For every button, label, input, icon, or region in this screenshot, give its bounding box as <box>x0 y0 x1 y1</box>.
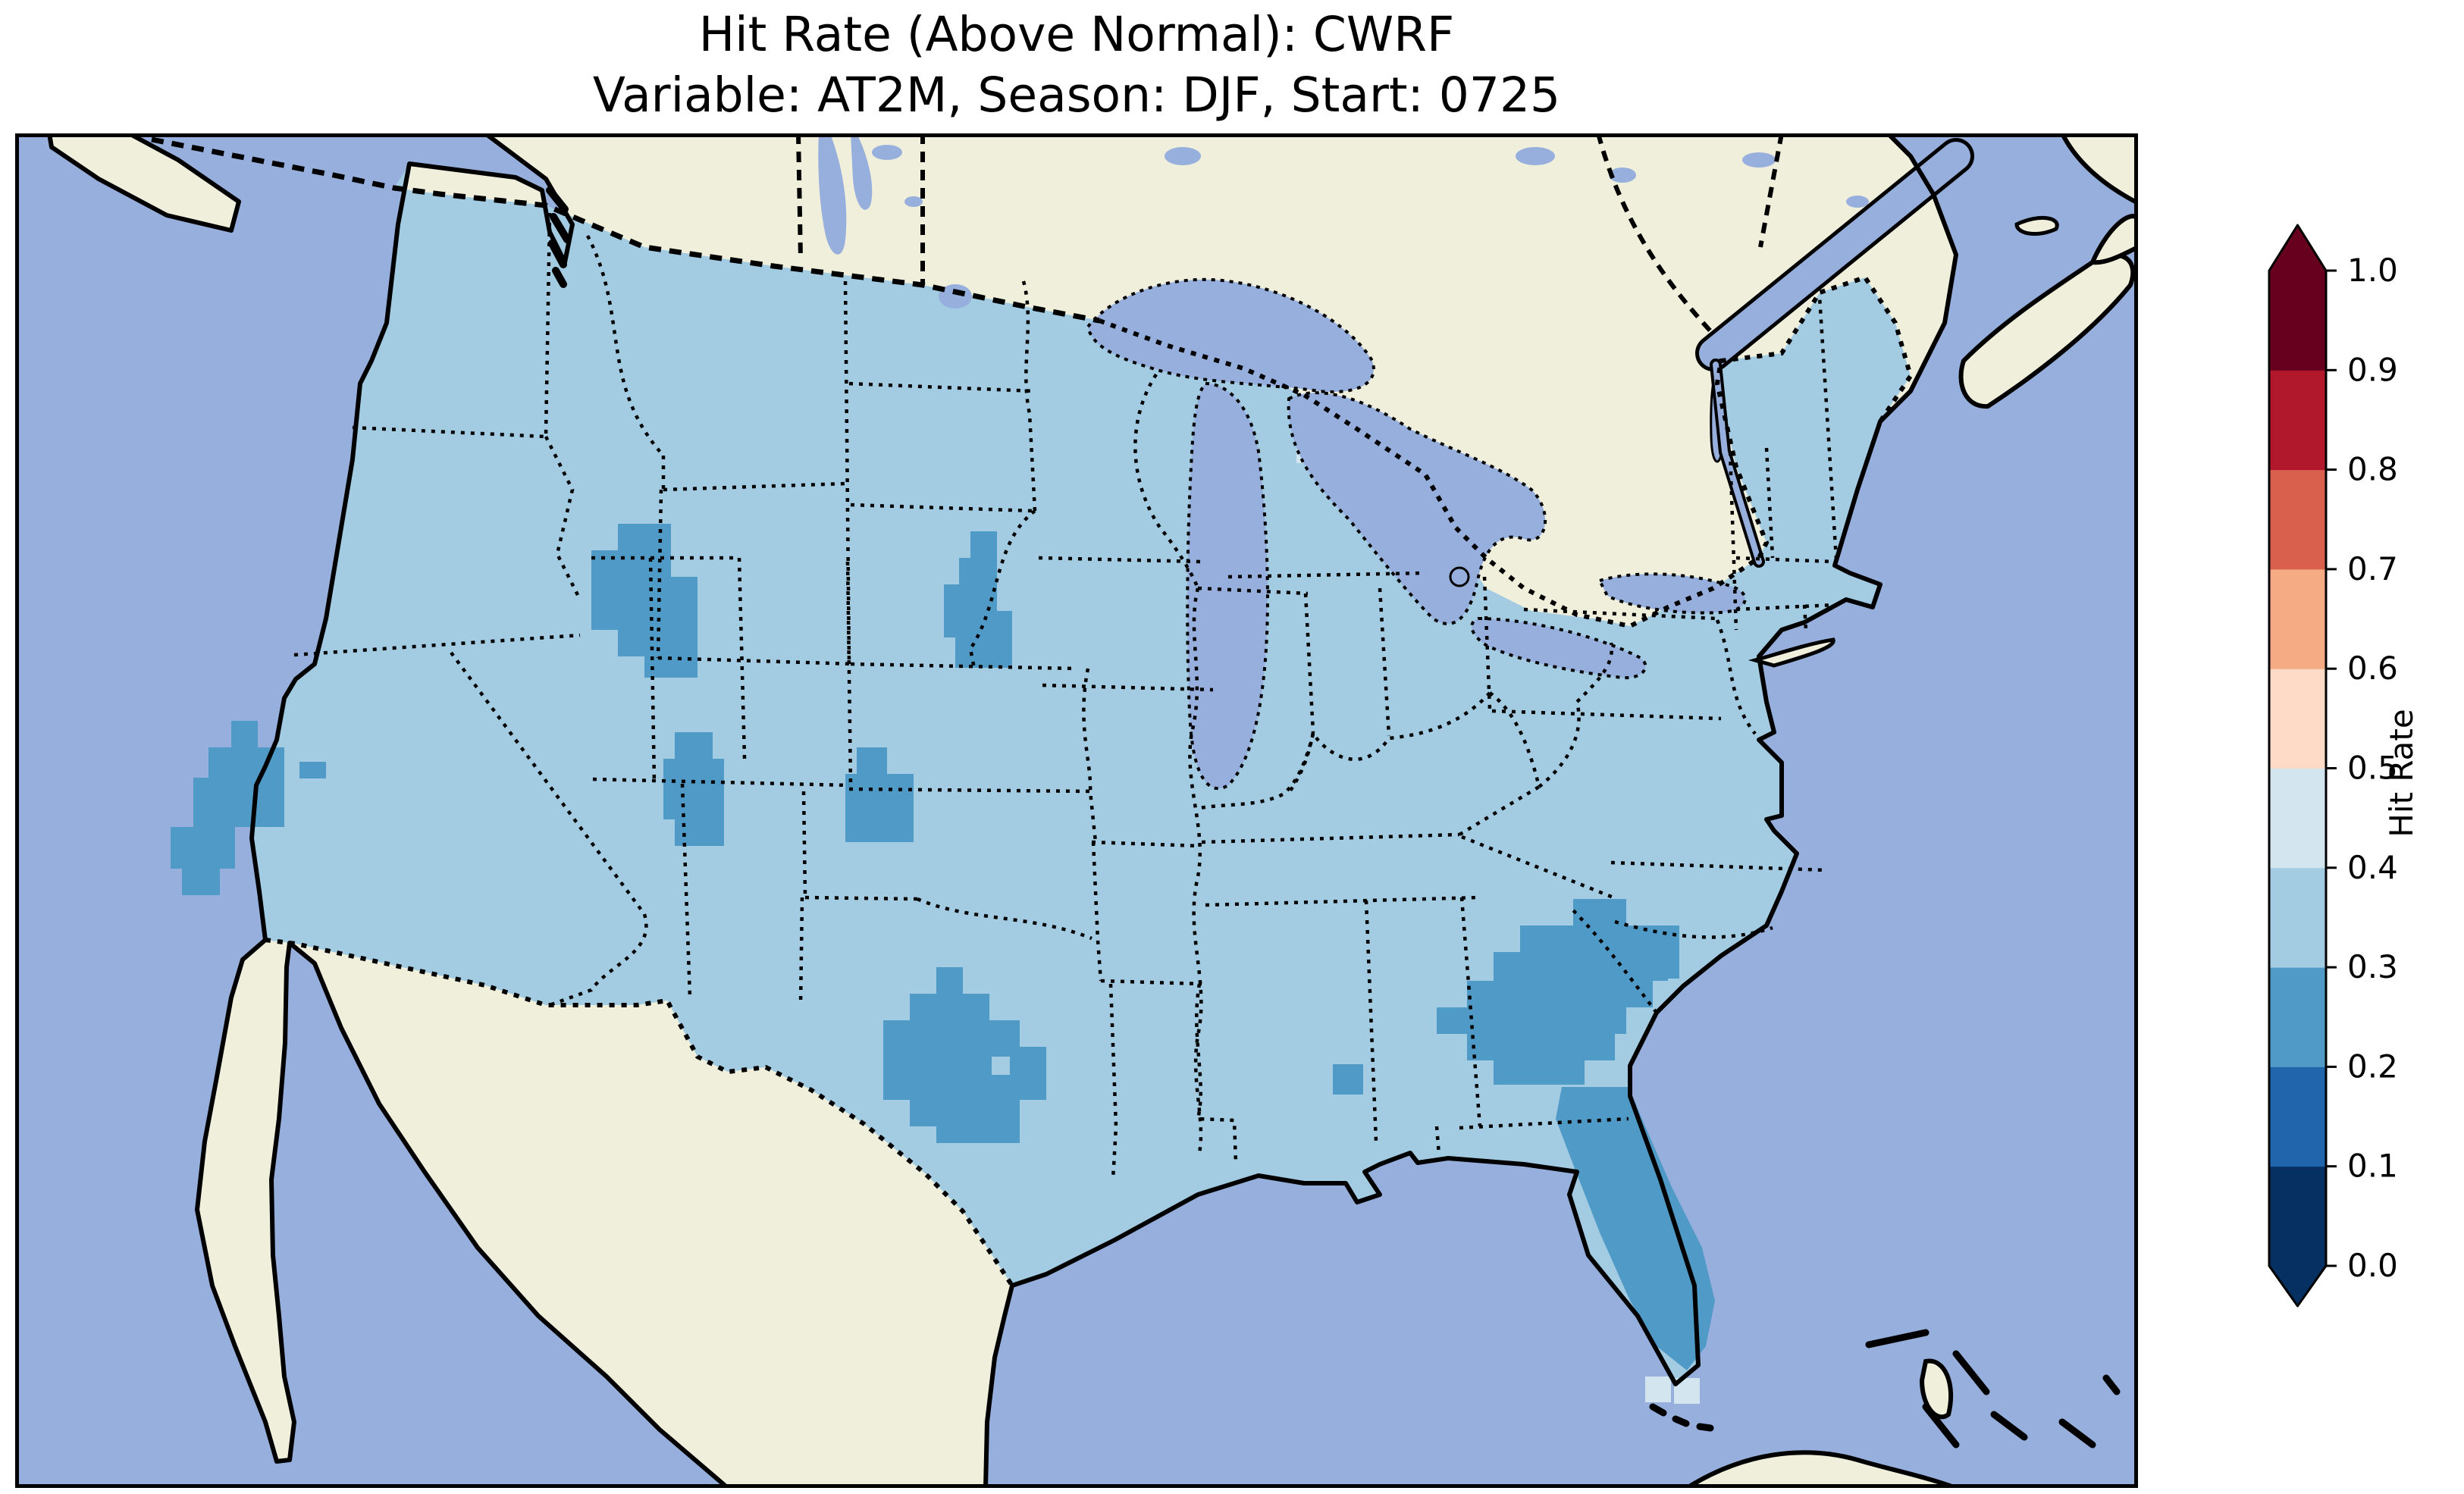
colorbar-tick-label: 1.0 <box>2347 252 2398 289</box>
us-hit-rate-map <box>15 133 2138 1488</box>
colorbar: 0.0 0.1 0.2 0.3 0.4 0.5 0.6 0.7 0.8 0.9 1.0 Hit Ra… <box>2237 197 2464 1349</box>
patch-central-texas-hole <box>992 1057 1010 1075</box>
patch-southern-california <box>171 721 326 895</box>
state-borders <box>293 212 1839 1180</box>
patch-florida-peninsula <box>1556 1087 1715 1370</box>
title-line-2: Variable: AT2M, Season: DJF, Start: 0725 <box>592 67 1561 123</box>
colorbar-segments <box>2269 225 2326 1306</box>
colorbar-tick-label: 0.3 <box>2347 948 2398 985</box>
patch-south-central-colorado <box>663 732 724 846</box>
colorbar-tick-label: 0.4 <box>2347 849 2398 886</box>
patch-mobile-alabama <box>1333 1064 1363 1095</box>
colorbar-tick-label: 0.9 <box>2347 351 2398 388</box>
colorbar-tick-label: 0.8 <box>2347 451 2398 488</box>
coastlines <box>195 133 1958 1488</box>
figure-title: Hit Rate (Above Normal): CWRF Variable: … <box>0 0 2153 126</box>
patch-northeast-wyoming <box>591 524 698 678</box>
colorbar-label: Hit Rate <box>2383 709 2420 837</box>
country-borders <box>151 133 1914 1287</box>
great-lakes <box>818 133 1869 791</box>
patch-south-central-kansas <box>845 747 914 842</box>
patch-central-texas <box>883 967 1046 1143</box>
colorbar-tick-label: 0.6 <box>2347 650 2398 687</box>
colorbar-tick-label: 0.0 <box>2347 1247 2398 1284</box>
colorbar-tick-label: 0.1 <box>2347 1148 2398 1185</box>
title-line-1: Hit Rate (Above Normal): CWRF <box>698 7 1455 62</box>
map-frame <box>15 133 2138 1488</box>
patch-georgia-south-carolina <box>1437 899 1679 1085</box>
colorbar-tick-label: 0.7 <box>2347 550 2398 587</box>
patch-eastern-nebraska <box>944 531 1012 668</box>
islands <box>47 133 2138 1488</box>
colorbar-ticks: 0.0 0.1 0.2 0.3 0.4 0.5 0.6 0.7 0.8 0.9 1.0 <box>2326 252 2398 1284</box>
colorbar-tick-label: 0.5 <box>2347 750 2398 787</box>
colorbar-tick-label: 0.2 <box>2347 1048 2398 1085</box>
